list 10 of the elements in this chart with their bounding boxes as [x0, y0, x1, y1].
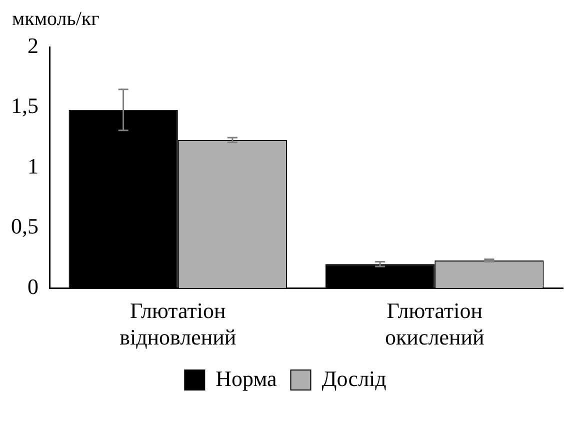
y-tick-label: 0,5	[11, 214, 38, 239]
y-axis-title: мкмоль/кг	[12, 8, 100, 31]
x-tick-label: Глютатіон окислений	[384, 298, 484, 350]
y-tick-label: 1,5	[11, 93, 38, 118]
x-tick-label: Глютатіон відновлений	[120, 298, 236, 350]
legend-label: Дослід	[322, 366, 386, 391]
y-tick-label: 1	[28, 153, 38, 178]
legend-label: Норма	[216, 366, 277, 391]
y-tick-label: 0	[28, 274, 38, 299]
y-tick-label: 2	[28, 32, 38, 58]
